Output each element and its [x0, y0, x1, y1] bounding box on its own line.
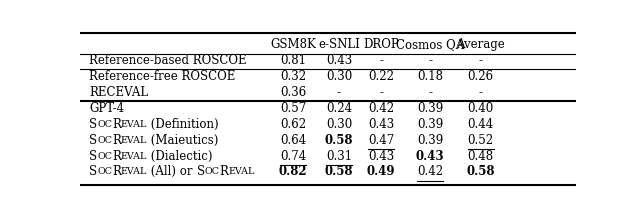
Text: -: -	[479, 54, 483, 67]
Text: 0.30: 0.30	[326, 118, 352, 131]
Text: 0.49: 0.49	[367, 166, 396, 179]
Text: (Definition): (Definition)	[147, 118, 219, 131]
Text: EVAL: EVAL	[121, 120, 147, 129]
Text: 0.74: 0.74	[280, 150, 307, 163]
Text: 0.22: 0.22	[368, 70, 394, 83]
Text: 0.57: 0.57	[280, 102, 307, 115]
Text: GPT-4: GPT-4	[89, 102, 124, 115]
Text: 0.30: 0.30	[326, 70, 352, 83]
Text: Reference-based ROSCOE: Reference-based ROSCOE	[89, 54, 246, 67]
Text: 0.81: 0.81	[280, 54, 307, 67]
Text: 0.58: 0.58	[324, 166, 353, 179]
Text: 0.58: 0.58	[324, 134, 353, 147]
Text: S: S	[89, 166, 97, 179]
Text: 0.32: 0.32	[280, 70, 307, 83]
Text: OC: OC	[97, 120, 112, 129]
Text: 0.39: 0.39	[417, 134, 444, 147]
Text: 0.58: 0.58	[467, 166, 495, 179]
Text: 0.47: 0.47	[368, 134, 394, 147]
Text: R: R	[220, 166, 228, 179]
Text: OC: OC	[97, 152, 112, 161]
Text: 0.39: 0.39	[417, 118, 444, 131]
Text: 0.48: 0.48	[468, 150, 494, 163]
Text: (All) or: (All) or	[147, 166, 196, 179]
Text: 0.31: 0.31	[326, 150, 352, 163]
Text: S: S	[196, 166, 205, 179]
Text: S: S	[89, 134, 97, 147]
Text: OC: OC	[97, 167, 112, 177]
Text: R: R	[112, 118, 121, 131]
Text: Reference-free ROSCOE: Reference-free ROSCOE	[89, 70, 236, 83]
Text: -: -	[428, 54, 432, 67]
Text: EVAL: EVAL	[121, 136, 147, 145]
Text: 0.43: 0.43	[326, 54, 352, 67]
Text: (Dialectic): (Dialectic)	[147, 150, 213, 163]
Text: 0.39: 0.39	[417, 102, 444, 115]
Text: 0.36: 0.36	[280, 86, 307, 99]
Text: -: -	[337, 86, 341, 99]
Text: 0.40: 0.40	[468, 102, 494, 115]
Text: GSM8K: GSM8K	[270, 39, 316, 52]
Text: e-SNLI: e-SNLI	[318, 39, 360, 52]
Text: -: -	[379, 86, 383, 99]
Text: 0.82: 0.82	[279, 166, 308, 179]
Text: 0.64: 0.64	[280, 134, 307, 147]
Text: EVAL: EVAL	[121, 167, 147, 177]
Text: 0.43: 0.43	[368, 118, 394, 131]
Text: 0.42: 0.42	[417, 166, 444, 179]
Text: DROP: DROP	[363, 39, 399, 52]
Text: 0.42: 0.42	[368, 102, 394, 115]
Text: S: S	[89, 150, 97, 163]
Text: -: -	[479, 86, 483, 99]
Text: 0.52: 0.52	[468, 134, 494, 147]
Text: 0.24: 0.24	[326, 102, 352, 115]
Text: OC: OC	[205, 167, 220, 177]
Text: OC: OC	[97, 136, 112, 145]
Text: 0.43: 0.43	[416, 150, 445, 163]
Text: RECEVAL: RECEVAL	[89, 86, 148, 99]
Text: 0.43: 0.43	[368, 150, 394, 163]
Text: R: R	[112, 166, 121, 179]
Text: EVAL: EVAL	[228, 167, 255, 177]
Text: (Maieutics): (Maieutics)	[147, 134, 219, 147]
Text: -: -	[379, 54, 383, 67]
Text: 0.26: 0.26	[468, 70, 494, 83]
Text: R: R	[112, 134, 121, 147]
Text: 0.18: 0.18	[417, 70, 443, 83]
Text: EVAL: EVAL	[121, 152, 147, 161]
Text: 0.44: 0.44	[468, 118, 494, 131]
Text: Average: Average	[456, 39, 505, 52]
Text: -: -	[428, 86, 432, 99]
Text: S: S	[89, 118, 97, 131]
Text: 0.62: 0.62	[280, 118, 307, 131]
Text: R: R	[112, 150, 121, 163]
Text: Cosmos QA: Cosmos QA	[396, 39, 464, 52]
